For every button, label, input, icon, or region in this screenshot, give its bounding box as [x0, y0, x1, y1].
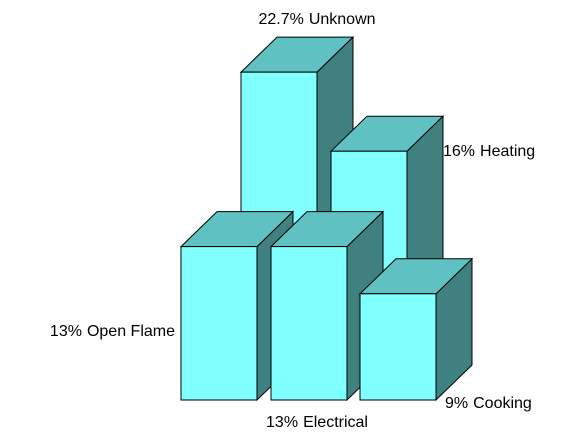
data-label: 22.7% Unknown [258, 11, 375, 28]
value-label: 9% [445, 395, 468, 412]
category-label: Heating [480, 143, 535, 160]
data-label: 13% Electrical [266, 414, 368, 431]
bar-3d [358, 257, 474, 402]
value-label: 22.7% [258, 11, 303, 28]
category-label: Electrical [303, 414, 368, 431]
bar [270, 246, 348, 401]
bar [359, 293, 437, 401]
data-label: 13% Open Flame [50, 323, 175, 340]
category-label: Open Flame [87, 323, 175, 340]
value-label: 13% [266, 414, 298, 431]
data-label: 16% Heating [443, 143, 535, 160]
category-label: Cooking [473, 395, 532, 412]
data-label: 9% Cooking [445, 395, 532, 412]
category-label: Unknown [309, 11, 376, 28]
value-label: 13% [50, 323, 82, 340]
bar [180, 246, 258, 401]
value-label: 16% [443, 143, 475, 160]
